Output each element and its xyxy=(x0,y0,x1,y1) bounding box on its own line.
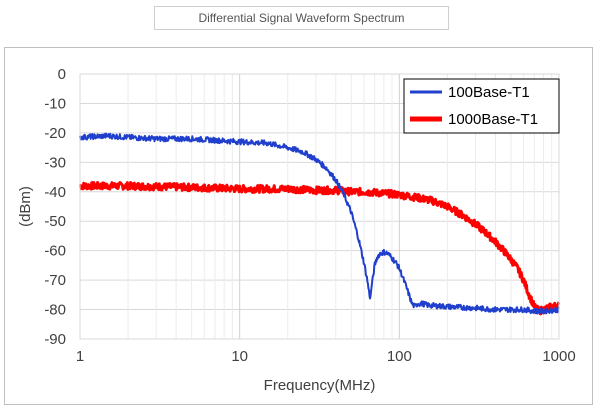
x-axis-title: Frequency(MHz) xyxy=(264,377,376,394)
series-line-100base-t1 xyxy=(79,132,560,315)
y-tick-label: -20 xyxy=(44,125,66,142)
legend-box xyxy=(403,78,560,134)
x-tick-labels: 1 10 100 1000 xyxy=(76,348,576,365)
y-tick-label: -10 xyxy=(44,95,66,112)
y-tick-label: -30 xyxy=(44,154,66,171)
y-axis-title: (dBm) xyxy=(17,186,34,227)
chart-legend: 100Base-T1 1000Base-T1 xyxy=(403,78,560,134)
x-tick-label: 1000 xyxy=(542,348,575,365)
legend-label-100base-t1: 100Base-T1 xyxy=(448,84,530,101)
x-tick-label: 10 xyxy=(231,348,248,365)
plot-area-border xyxy=(79,73,560,340)
y-tick-label: -50 xyxy=(44,213,66,230)
y-tick-label: -60 xyxy=(44,243,66,260)
series-line-1000base-t1 xyxy=(78,180,561,316)
y-tick-labels: 0 -10 -20 -30 -40 -50 -60 -70 -80 -90 xyxy=(44,66,66,348)
y-tick-label: -90 xyxy=(44,331,66,348)
series-layer xyxy=(78,132,561,316)
y-tick-label: -80 xyxy=(44,302,66,319)
x-tick-label: 1 xyxy=(76,348,84,365)
y-tick-label: -70 xyxy=(44,272,66,289)
legend-label-1000base-t1: 1000Base-T1 xyxy=(448,111,538,128)
y-tick-label: -40 xyxy=(44,184,66,201)
x-tick-label: 100 xyxy=(387,348,412,365)
y-tick-label: 0 xyxy=(58,66,66,83)
chart-caption: Differential Signal Waveform Spectrum xyxy=(154,6,449,30)
